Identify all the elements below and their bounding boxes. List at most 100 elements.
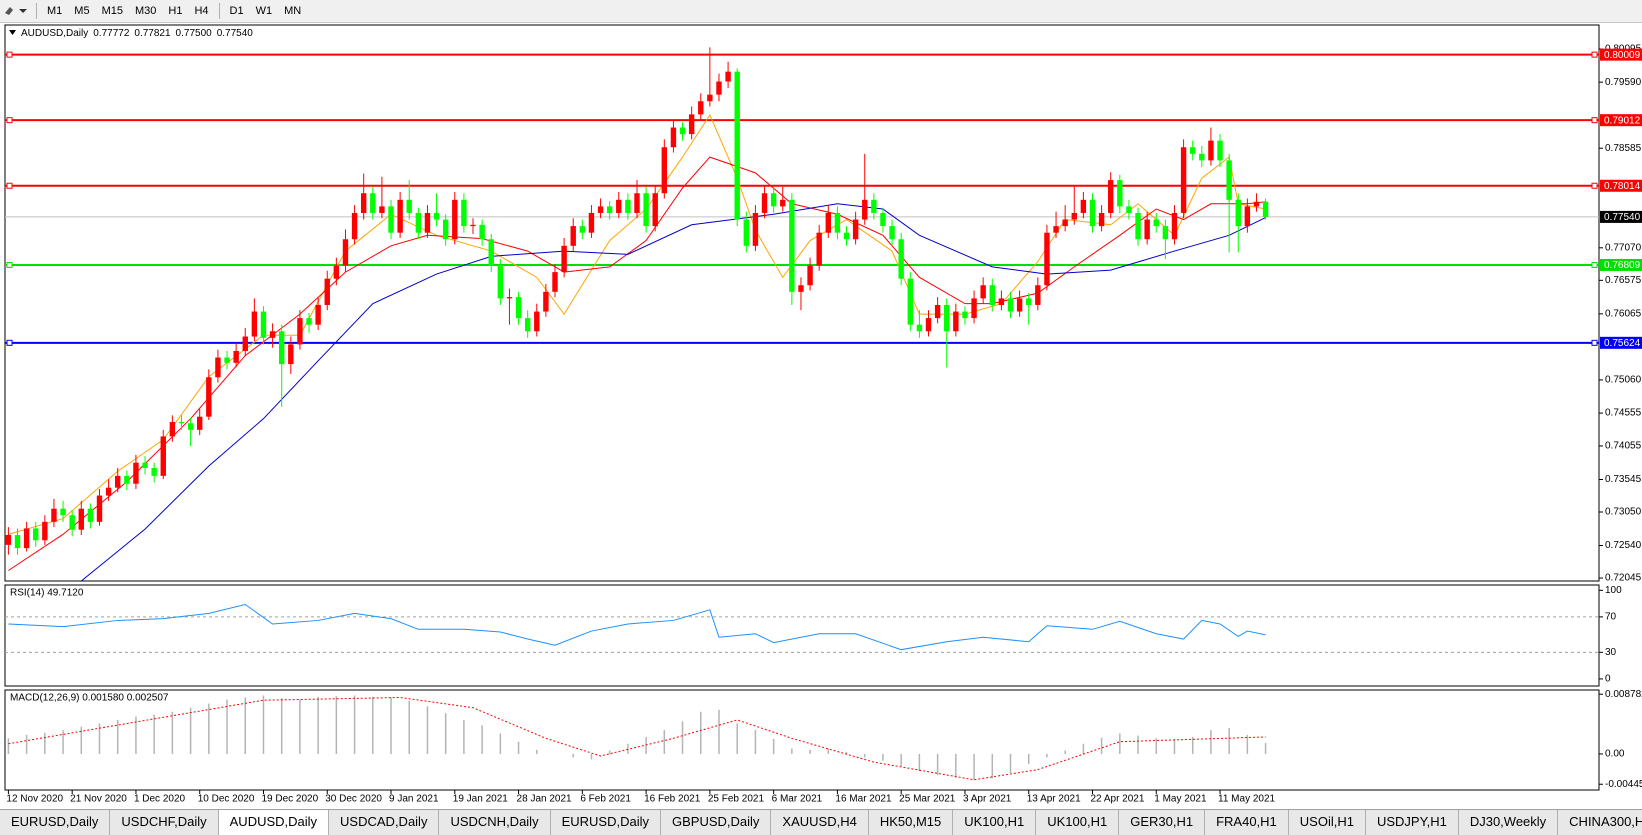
y-tick-label: 30 bbox=[1605, 647, 1617, 658]
candle-body bbox=[1016, 298, 1023, 312]
timeframe-button[interactable]: MN bbox=[284, 5, 302, 17]
candle-body bbox=[23, 528, 30, 549]
candle-body bbox=[452, 199, 458, 240]
chart-tab[interactable]: GER30,H1 bbox=[1119, 810, 1206, 835]
candle-body bbox=[178, 421, 185, 424]
symbol-title: AUDUSD,Daily bbox=[21, 28, 88, 39]
pane-marks bbox=[7, 695, 1267, 781]
candle-body bbox=[925, 318, 932, 332]
candle-body bbox=[424, 212, 431, 233]
chart-header: AUDUSD,Daily 0.77772 0.77821 0.77500 0.77540 bbox=[21, 28, 253, 39]
timeframe-button[interactable]: D1 bbox=[229, 5, 244, 17]
timeframe-button[interactable]: H4 bbox=[194, 5, 209, 17]
candle-body bbox=[370, 193, 376, 213]
y-tick-label: -0.004451 bbox=[1605, 779, 1642, 790]
candle-body bbox=[260, 311, 267, 338]
candle-body bbox=[1135, 212, 1141, 240]
candle-body bbox=[980, 285, 986, 299]
level-anchor bbox=[1591, 51, 1598, 58]
candle-body bbox=[634, 193, 640, 213]
level-anchor bbox=[6, 261, 13, 268]
timeframe-button[interactable]: M15 bbox=[101, 5, 123, 17]
ohlc-value: 0.77772 bbox=[93, 28, 130, 39]
chart-tab[interactable]: USDCAD,Daily bbox=[329, 810, 440, 835]
chart-tab[interactable]: XAUUSD,H4 bbox=[771, 810, 869, 835]
candle-body bbox=[379, 206, 385, 213]
candle-body bbox=[187, 423, 194, 430]
candle-body bbox=[87, 508, 94, 522]
x-tick-label: 13 Apr 2021 bbox=[1027, 794, 1081, 805]
timeframe-button[interactable]: M30 bbox=[134, 5, 157, 17]
candle-body bbox=[233, 350, 239, 363]
candle-body bbox=[552, 272, 558, 292]
y-tick-label: 0.79590 bbox=[1605, 77, 1642, 88]
candle-body bbox=[734, 71, 740, 220]
chart-tab[interactable]: UK100,H1 bbox=[953, 810, 1037, 835]
timeframe-button[interactable]: H1 bbox=[168, 5, 183, 17]
chart-tab[interactable]: EURUSD,Daily bbox=[0, 810, 111, 835]
candle-body bbox=[944, 304, 950, 332]
candle-body bbox=[725, 71, 731, 82]
tool-icon[interactable] bbox=[2, 3, 32, 19]
timeframe-button[interactable]: W1 bbox=[255, 5, 273, 17]
candle-body bbox=[643, 193, 649, 227]
candle-body bbox=[279, 331, 285, 365]
chart-tab[interactable]: USDCHF,Daily bbox=[110, 810, 219, 835]
candle-body bbox=[160, 436, 166, 476]
candle-body bbox=[406, 199, 412, 213]
macd-signal-line bbox=[8, 696, 1266, 781]
timeframe-button[interactable]: M1 bbox=[47, 5, 63, 17]
candle-body bbox=[752, 212, 759, 246]
pane bbox=[4, 24, 1600, 582]
candle-body bbox=[269, 331, 276, 338]
level-label-box bbox=[1600, 179, 1642, 192]
header-triangle bbox=[9, 30, 16, 35]
chart-tab[interactable]: DJ30,Weekly bbox=[1458, 810, 1559, 835]
candle-body bbox=[825, 212, 831, 233]
chart-tab[interactable]: EURUSD,Daily bbox=[550, 810, 661, 835]
candle-body bbox=[1007, 298, 1014, 312]
candle-body bbox=[215, 357, 221, 378]
candle-body bbox=[679, 127, 686, 135]
y-tick-label: 0 bbox=[1605, 674, 1611, 685]
candle-body bbox=[461, 199, 467, 227]
candle-body bbox=[1089, 199, 1096, 227]
candle-body bbox=[497, 265, 504, 299]
chart-tab[interactable]: UK100,H1 bbox=[1036, 810, 1120, 835]
candle-body bbox=[60, 508, 66, 516]
candle-body bbox=[1253, 201, 1260, 207]
chart-tab[interactable]: USOil,H1 bbox=[1288, 810, 1366, 835]
candle-body bbox=[479, 224, 485, 240]
candle-body bbox=[716, 81, 722, 95]
candle-body bbox=[124, 475, 130, 484]
level-anchor bbox=[1591, 182, 1598, 189]
candle-body bbox=[934, 304, 941, 319]
candle-body bbox=[1199, 153, 1205, 161]
candle-body bbox=[1126, 206, 1132, 213]
chart-tab[interactable]: AUDUSD,Daily bbox=[218, 810, 330, 835]
candle-body bbox=[652, 193, 658, 227]
chart-tab[interactable]: GBPUSD,Daily bbox=[660, 810, 772, 835]
candle-body bbox=[78, 508, 84, 530]
candle-body bbox=[242, 336, 248, 351]
chart-tab[interactable]: CHINA300,H1 bbox=[1558, 810, 1642, 835]
x-tick-label: 19 Dec 2020 bbox=[261, 794, 318, 805]
candle-body bbox=[69, 515, 75, 530]
candle-body bbox=[351, 212, 358, 240]
candle-body bbox=[1180, 147, 1187, 213]
level-label-box bbox=[1600, 114, 1642, 127]
timeframe-button[interactable]: M5 bbox=[74, 5, 90, 17]
chart-tab[interactable]: HK50,M15 bbox=[868, 810, 954, 835]
chart-tab[interactable]: FRA40,H1 bbox=[1205, 810, 1289, 835]
candle-body bbox=[543, 291, 549, 312]
chart-tab[interactable]: USDCNH,Daily bbox=[439, 810, 551, 835]
candle-body bbox=[534, 311, 540, 332]
x-tick-label: 16 Feb 2021 bbox=[644, 794, 701, 805]
x-tick-label: 6 Mar 2021 bbox=[772, 794, 823, 805]
candle-body bbox=[197, 416, 203, 430]
chart-tab[interactable]: USDJPY,H1 bbox=[1365, 810, 1459, 835]
pane bbox=[4, 689, 1600, 791]
level-label-box bbox=[1600, 258, 1642, 271]
level-label: 0.80009 bbox=[1604, 50, 1641, 61]
candle-body bbox=[1053, 226, 1059, 233]
